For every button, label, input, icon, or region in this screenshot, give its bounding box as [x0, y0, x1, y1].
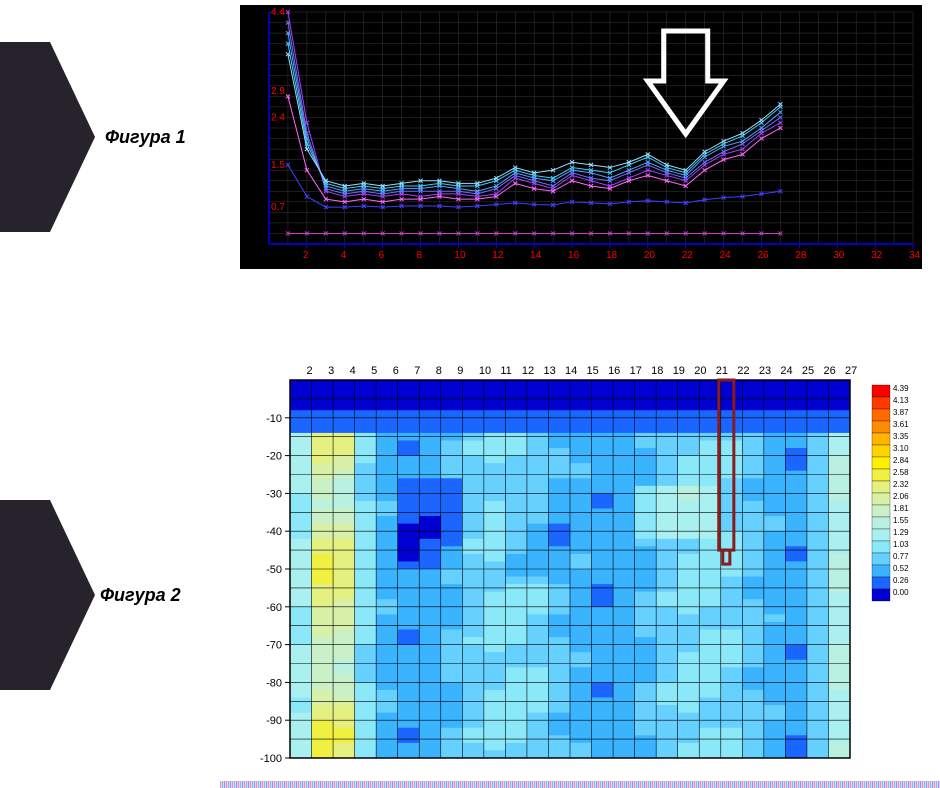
- svg-text:2.32: 2.32: [893, 480, 909, 489]
- svg-text:2: 2: [307, 365, 313, 377]
- svg-text:-80: -80: [266, 677, 282, 689]
- svg-text:0.52: 0.52: [893, 564, 909, 573]
- svg-text:34: 34: [909, 250, 921, 261]
- svg-text:12: 12: [492, 250, 504, 261]
- noise-strip: [220, 778, 940, 788]
- svg-text:24: 24: [780, 365, 792, 377]
- line-chart-svg: 0.71.52.42.94.42468101214161820222426283…: [241, 6, 921, 268]
- svg-text:6: 6: [393, 365, 399, 377]
- svg-text:-10: -10: [266, 413, 282, 425]
- svg-text:4.4: 4.4: [271, 7, 285, 18]
- svg-text:2.58: 2.58: [893, 468, 909, 477]
- svg-text:0.26: 0.26: [893, 576, 909, 585]
- svg-text:-60: -60: [266, 602, 282, 614]
- pointer-shape-2: [0, 500, 95, 690]
- contour-chart-svg: 2345678910111213141516171819202122232425…: [240, 358, 920, 768]
- svg-text:5: 5: [371, 365, 377, 377]
- svg-text:27: 27: [845, 365, 857, 377]
- svg-text:0.77: 0.77: [893, 552, 909, 561]
- svg-text:20: 20: [644, 250, 656, 261]
- svg-text:3.10: 3.10: [893, 444, 909, 453]
- svg-text:-20: -20: [266, 451, 282, 463]
- svg-text:1.29: 1.29: [893, 528, 909, 537]
- svg-text:26: 26: [757, 250, 769, 261]
- svg-text:-70: -70: [266, 640, 282, 652]
- svg-text:13: 13: [543, 365, 555, 377]
- svg-text:2.06: 2.06: [893, 492, 909, 501]
- svg-text:4.13: 4.13: [893, 396, 909, 405]
- svg-text:16: 16: [608, 365, 620, 377]
- page: Фигура 1 Фигура 2 0.71.52.42.94.42468101…: [0, 0, 940, 788]
- svg-text:11: 11: [500, 365, 511, 377]
- svg-text:8: 8: [436, 365, 442, 377]
- svg-text:10: 10: [479, 365, 491, 377]
- svg-text:14: 14: [530, 250, 542, 261]
- figure2-label: Фигура 2: [100, 585, 181, 606]
- svg-text:6: 6: [379, 250, 385, 261]
- svg-text:-50: -50: [266, 564, 282, 576]
- pointer-icon: [0, 500, 95, 690]
- svg-text:16: 16: [568, 250, 580, 261]
- line-chart: 0.71.52.42.94.42468101214161820222426283…: [240, 5, 922, 269]
- svg-text:30: 30: [833, 250, 845, 261]
- svg-text:22: 22: [682, 250, 694, 261]
- svg-text:-30: -30: [266, 488, 282, 500]
- svg-text:25: 25: [802, 365, 814, 377]
- svg-text:1.03: 1.03: [893, 540, 909, 549]
- svg-text:2: 2: [303, 250, 309, 261]
- svg-text:4: 4: [341, 250, 347, 261]
- svg-text:19: 19: [673, 365, 685, 377]
- svg-text:1.5: 1.5: [271, 160, 285, 171]
- svg-text:3.61: 3.61: [893, 420, 909, 429]
- svg-text:9: 9: [457, 365, 463, 377]
- svg-text:20: 20: [694, 365, 706, 377]
- svg-text:-40: -40: [266, 526, 282, 538]
- svg-text:2.9: 2.9: [271, 86, 285, 97]
- contour-chart: 2345678910111213141516171819202122232425…: [240, 358, 920, 768]
- svg-text:22: 22: [737, 365, 749, 377]
- svg-text:4: 4: [350, 365, 356, 377]
- svg-text:2.4: 2.4: [271, 112, 285, 123]
- pointer-icon: [0, 42, 95, 232]
- svg-text:32: 32: [871, 250, 883, 261]
- svg-text:1.81: 1.81: [893, 504, 909, 513]
- svg-text:15: 15: [587, 365, 599, 377]
- svg-text:0.7: 0.7: [271, 202, 285, 213]
- svg-text:28: 28: [795, 250, 807, 261]
- svg-text:0.00: 0.00: [893, 588, 909, 597]
- svg-text:2.84: 2.84: [893, 456, 909, 465]
- svg-text:4.39: 4.39: [893, 384, 909, 393]
- svg-text:-90: -90: [266, 715, 282, 727]
- svg-text:3: 3: [328, 365, 334, 377]
- svg-text:12: 12: [522, 365, 534, 377]
- svg-text:14: 14: [565, 365, 577, 377]
- svg-text:-100: -100: [260, 753, 282, 765]
- svg-text:18: 18: [606, 250, 618, 261]
- svg-text:21: 21: [716, 365, 728, 377]
- svg-text:8: 8: [417, 250, 423, 261]
- svg-text:26: 26: [823, 365, 835, 377]
- noise-strip-svg: [220, 781, 940, 788]
- svg-text:1.55: 1.55: [893, 516, 909, 525]
- svg-text:18: 18: [651, 365, 663, 377]
- svg-text:23: 23: [759, 365, 771, 377]
- svg-text:17: 17: [630, 365, 642, 377]
- pointer-shape-1: [0, 42, 95, 232]
- svg-text:24: 24: [720, 250, 732, 261]
- svg-text:3.35: 3.35: [893, 432, 909, 441]
- svg-text:7: 7: [414, 365, 420, 377]
- svg-text:3.87: 3.87: [893, 408, 909, 417]
- svg-text:10: 10: [454, 250, 466, 261]
- figure1-label: Фигура 1: [105, 127, 186, 148]
